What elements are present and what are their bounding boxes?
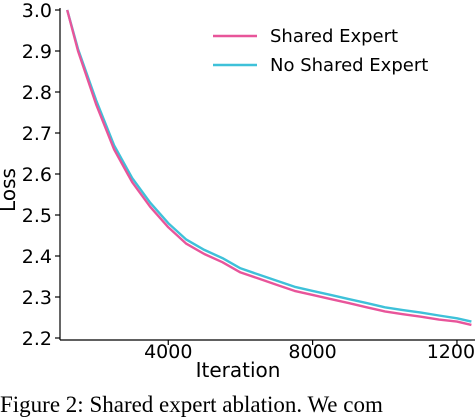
series-line-shared-expert [66,9,472,327]
figure-caption: Figure 2: Shared expert ablation. We com [0,392,383,417]
x-tick-label: 8000 [288,341,336,363]
legend-label-no-shared-expert: No Shared Expert [270,55,428,76]
y-tick-label: 2.9 [22,41,52,63]
series-layer [66,9,472,327]
y-tick-label: 2.5 [22,205,52,227]
y-tick-label: 2.4 [22,246,52,268]
legend: Shared Expert No Shared Expert [213,26,428,76]
x-tick-label: 4000 [144,341,192,363]
x-ticks: 4000 8000 12000 [144,340,476,363]
y-tick-label: 3.0 [22,0,52,22]
y-ticks: 2.2 2.3 2.4 2.5 2.6 2.7 2.8 2.9 3.0 [22,0,60,350]
x-tick-label: 12000 [427,341,476,363]
y-tick-label: 2.6 [22,164,52,186]
y-tick-label: 2.8 [22,82,52,104]
y-axis-label: Loss [0,168,20,212]
x-axis-label: Iteration [196,358,281,382]
legend-label-shared-expert: Shared Expert [270,26,398,47]
series-line-no-shared-expert [66,9,472,323]
y-tick-label: 2.7 [22,123,52,145]
y-tick-label: 2.2 [22,328,52,350]
y-tick-label: 2.3 [22,287,52,309]
